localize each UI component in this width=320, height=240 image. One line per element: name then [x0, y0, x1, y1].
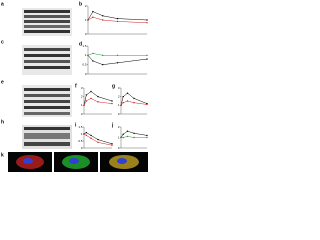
data-point: [111, 102, 113, 105]
data-point: [122, 102, 124, 104]
series-line: [120, 130, 148, 138]
panel-label: g: [112, 83, 115, 89]
data-point: [126, 130, 129, 132]
data-point: [85, 131, 88, 134]
panel-label: c: [1, 39, 4, 45]
y-tick-label: 0: [85, 32, 87, 36]
y-tick-label: 3: [81, 86, 83, 90]
data-point: [133, 132, 135, 134]
y-tick-label: 3: [118, 86, 120, 90]
data-point: [90, 97, 92, 100]
data-point: [146, 103, 148, 106]
data-point: [116, 17, 119, 20]
y-tick-label: 2: [85, 4, 87, 8]
y-tick-label: 0.5: [78, 139, 83, 143]
data-point: [116, 54, 119, 57]
y-tick-label: 0: [81, 112, 83, 116]
data-point: [85, 94, 88, 96]
data-point: [111, 144, 113, 146]
data-point: [126, 100, 129, 102]
data-point: [92, 52, 94, 55]
panel-label: h: [1, 119, 4, 125]
data-point: [83, 133, 85, 135]
data-point: [102, 63, 104, 66]
data-point: [92, 16, 94, 18]
data-point: [120, 104, 122, 107]
data-point: [146, 58, 148, 60]
data-point: [90, 134, 92, 137]
data-point: [97, 138, 99, 141]
panel-label: b: [79, 1, 82, 7]
data-point: [97, 95, 99, 98]
data-point: [133, 102, 135, 104]
y-tick-label: 1: [81, 132, 83, 136]
data-point: [85, 100, 88, 102]
data-point: [85, 134, 88, 137]
y-tick-label: 0: [118, 146, 120, 150]
data-point: [87, 54, 89, 57]
data-point: [116, 20, 119, 23]
panel-label: j: [111, 122, 114, 128]
y-tick-label: 0: [118, 112, 120, 116]
data-point: [92, 10, 94, 13]
panel-label: e: [1, 79, 4, 85]
y-tick-label: 0: [81, 146, 83, 150]
data-point: [102, 15, 104, 17]
data-point: [87, 19, 89, 21]
data-point: [83, 104, 85, 107]
panel-label: a: [1, 1, 4, 7]
data-point: [97, 101, 99, 103]
data-point: [126, 92, 129, 94]
western-blot: [22, 45, 72, 75]
y-tick-label: 2: [118, 125, 120, 129]
data-point: [146, 134, 148, 137]
panel-label: d: [79, 41, 82, 47]
panel-label: f: [75, 83, 77, 89]
y-tick-label: 1: [118, 135, 120, 139]
figure: a c e h k b 0: [1, 1, 148, 172]
western-blot: [22, 85, 72, 117]
data-point: [102, 19, 104, 21]
data-point: [116, 62, 119, 64]
data-point: [92, 60, 94, 62]
y-tick-label: 2: [118, 94, 120, 98]
data-point: [146, 19, 148, 21]
data-point: [97, 141, 99, 144]
data-point: [111, 143, 113, 145]
data-point: [102, 54, 104, 57]
y-tick-label: 1: [85, 53, 87, 57]
data-point: [126, 135, 129, 138]
data-point: [133, 97, 135, 100]
y-tick-label: 1: [85, 18, 87, 22]
data-point: [146, 136, 148, 139]
y-tick-label: 1.5: [78, 125, 83, 129]
y-tick-label: 0.5: [82, 62, 87, 66]
y-tick-label: 0: [85, 72, 87, 76]
data-point: [122, 136, 124, 139]
data-point: [122, 133, 124, 136]
data-point: [111, 100, 113, 102]
panel-label: i: [75, 122, 77, 128]
data-point: [146, 22, 148, 24]
data-point: [122, 95, 124, 98]
y-tick-label: 2: [81, 94, 83, 98]
series-line: [120, 92, 148, 106]
y-tick-label: 1: [81, 103, 83, 107]
fluorescence-images: [8, 152, 148, 172]
data-point: [146, 54, 148, 57]
y-tick-label: 1: [118, 103, 120, 107]
data-point: [90, 137, 92, 139]
y-tick-label: 1.5: [82, 44, 87, 48]
data-point: [120, 136, 122, 139]
western-blot: [22, 8, 72, 36]
data-point: [133, 136, 135, 139]
panel-label: k: [1, 152, 4, 158]
data-point: [90, 90, 92, 93]
western-blot: [22, 125, 72, 149]
